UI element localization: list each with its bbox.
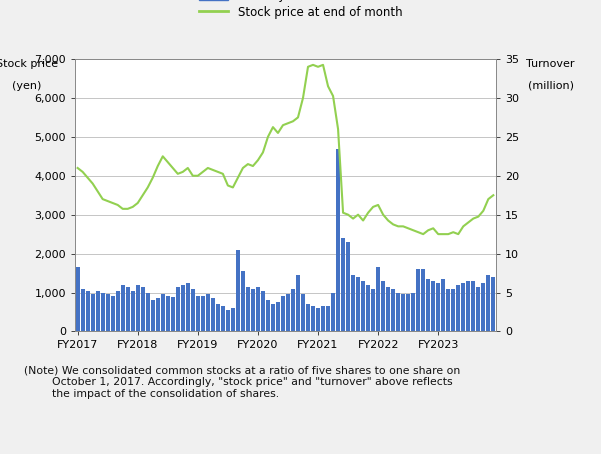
Bar [241, 271, 245, 331]
Bar [181, 285, 185, 331]
Bar [361, 281, 365, 331]
Bar [386, 286, 390, 331]
Bar [151, 300, 155, 331]
Text: (yen): (yen) [12, 81, 41, 91]
Bar [486, 275, 490, 331]
Bar [91, 295, 95, 331]
Bar [226, 310, 230, 331]
Bar [81, 289, 85, 331]
Text: Stock price: Stock price [0, 59, 58, 69]
Text: (Note) We consolidated common stocks at a ratio of five shares to one share on
 : (Note) We consolidated common stocks at … [24, 365, 460, 399]
Bar [321, 306, 325, 331]
Bar [141, 286, 145, 331]
Bar [175, 286, 180, 331]
Bar [281, 296, 285, 331]
Bar [401, 295, 405, 331]
Bar [326, 306, 330, 331]
Bar [145, 293, 150, 331]
Bar [451, 289, 456, 331]
Bar [156, 298, 160, 331]
Bar [261, 291, 265, 331]
Bar [111, 296, 115, 331]
Bar [416, 269, 420, 331]
Bar [421, 269, 426, 331]
Bar [171, 297, 175, 331]
Bar [121, 285, 125, 331]
Bar [381, 281, 385, 331]
Bar [201, 296, 205, 331]
Bar [271, 304, 275, 331]
Bar [316, 308, 320, 331]
Bar [291, 289, 295, 331]
Text: (million): (million) [528, 81, 573, 91]
Bar [256, 286, 260, 331]
Bar [411, 292, 415, 331]
Bar [246, 286, 250, 331]
Bar [211, 298, 215, 331]
Bar [266, 300, 270, 331]
Bar [85, 291, 90, 331]
Bar [191, 289, 195, 331]
Bar [301, 295, 305, 331]
Bar [221, 306, 225, 331]
Bar [100, 293, 105, 331]
Bar [436, 283, 441, 331]
Bar [441, 279, 445, 331]
Bar [376, 267, 380, 331]
Bar [206, 295, 210, 331]
Bar [491, 277, 495, 331]
Bar [136, 285, 140, 331]
Bar [311, 306, 315, 331]
Bar [351, 275, 355, 331]
Bar [446, 289, 450, 331]
Bar [391, 289, 395, 331]
Bar [396, 292, 400, 331]
Bar [96, 291, 100, 331]
Bar [456, 285, 460, 331]
Bar [126, 286, 130, 331]
Bar [371, 289, 375, 331]
Bar [406, 295, 410, 331]
Bar [426, 279, 430, 331]
Bar [106, 295, 110, 331]
Bar [236, 250, 240, 331]
Legend: Monthly turnover, Stock price at end of month: Monthly turnover, Stock price at end of … [199, 0, 403, 19]
Bar [476, 286, 480, 331]
Bar [481, 283, 486, 331]
Bar [331, 292, 335, 331]
Bar [160, 295, 165, 331]
Bar [166, 296, 170, 331]
Bar [276, 302, 280, 331]
Bar [346, 242, 350, 331]
Bar [461, 283, 465, 331]
Bar [356, 277, 360, 331]
Bar [336, 148, 340, 331]
Bar [130, 291, 135, 331]
Bar [76, 267, 80, 331]
Bar [306, 304, 310, 331]
Bar [231, 308, 235, 331]
Bar [296, 275, 300, 331]
Bar [431, 281, 435, 331]
Bar [341, 238, 345, 331]
Text: Turnover: Turnover [526, 59, 575, 69]
Bar [186, 283, 190, 331]
Bar [466, 281, 471, 331]
Bar [216, 304, 220, 331]
Bar [471, 281, 475, 331]
Bar [251, 289, 255, 331]
Bar [115, 291, 120, 331]
Bar [196, 296, 200, 331]
Bar [286, 295, 290, 331]
Bar [366, 285, 370, 331]
